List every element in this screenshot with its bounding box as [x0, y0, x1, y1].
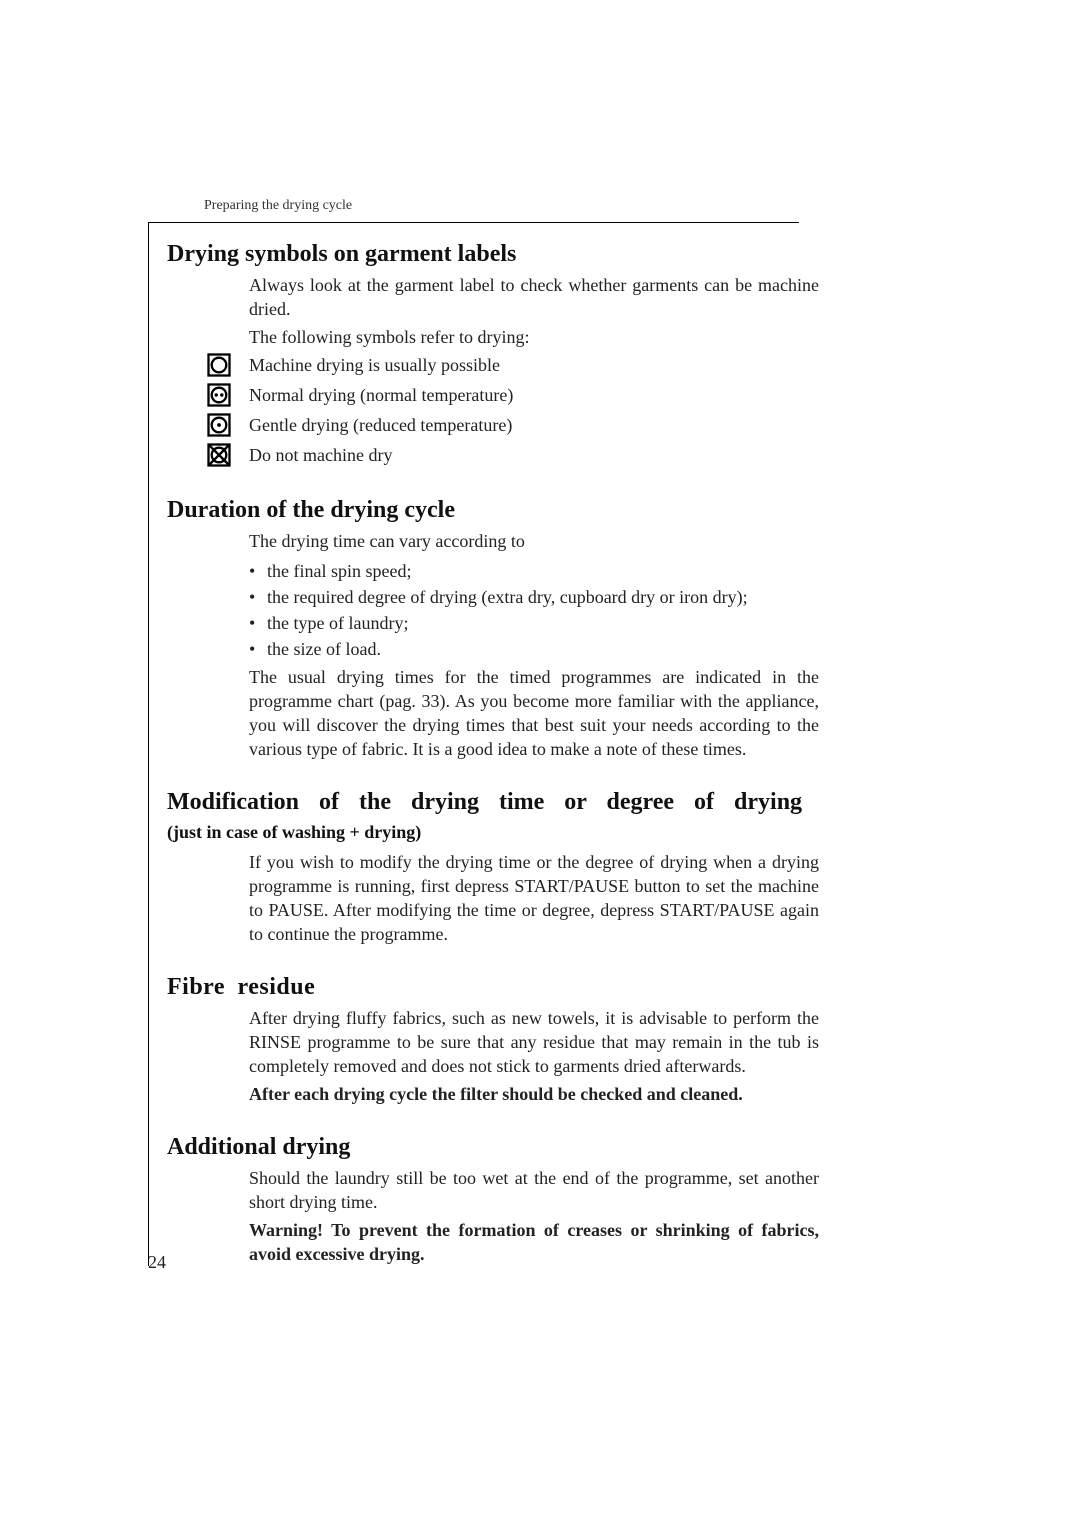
list-item: the final spin speed; [249, 558, 819, 584]
symbol-row-possible: Machine drying is usually possible [207, 353, 932, 377]
symbol-label: Do not machine dry [249, 445, 392, 466]
heading-fibre: Fibre residue [167, 974, 932, 1001]
heading-modification: Modification of the drying time or degre… [167, 789, 932, 816]
list-item: the size of load. [249, 636, 819, 662]
square-circle-1dot-icon [207, 413, 231, 437]
heading-drying-symbols: Drying symbols on garment labels [167, 241, 932, 268]
subheading-modification: (just in case of washing + drying) [167, 822, 932, 843]
symbol-label: Gentle drying (reduced temperature) [249, 415, 512, 436]
content-frame: Drying symbols on garment labels Always … [148, 222, 932, 1266]
duration-para: The usual drying times for the timed pro… [249, 666, 819, 761]
top-rule [149, 222, 799, 223]
square-circle-icon [207, 353, 231, 377]
symbol-row-gentle: Gentle drying (reduced temperature) [207, 413, 932, 437]
fibre-para: After drying fluffy fabrics, such as new… [249, 1007, 819, 1078]
page-number: 24 [148, 1252, 166, 1273]
additional-para: Should the laundry still be too wet at t… [249, 1167, 819, 1215]
square-cross-icon [207, 443, 231, 467]
symbol-label: Machine drying is usually possible [249, 355, 500, 376]
modification-para: If you wish to modify the drying time or… [249, 851, 819, 946]
additional-bold: Warning! To prevent the formation of cre… [249, 1219, 819, 1267]
drying-symbols-intro-2: The following symbols refer to drying: [249, 326, 819, 350]
list-item: the required degree of drying (extra dry… [249, 584, 819, 610]
drying-symbols-intro-1: Always look at the garment label to chec… [249, 274, 819, 322]
heading-additional: Additional drying [167, 1134, 932, 1161]
duration-bullets: the final spin speed; the required degre… [249, 558, 819, 662]
symbol-row-donot: Do not machine dry [207, 443, 932, 467]
symbol-row-normal: Normal drying (normal temperature) [207, 383, 932, 407]
square-circle-2dots-icon [207, 383, 231, 407]
heading-duration: Duration of the drying cycle [167, 497, 932, 524]
symbol-label: Normal drying (normal temperature) [249, 385, 513, 406]
fibre-bold: After each drying cycle the filter shoul… [249, 1083, 819, 1107]
duration-intro: The drying time can vary according to [249, 530, 819, 554]
list-item: the type of laundry; [249, 610, 819, 636]
running-header: Preparing the drying cycle [204, 198, 932, 214]
